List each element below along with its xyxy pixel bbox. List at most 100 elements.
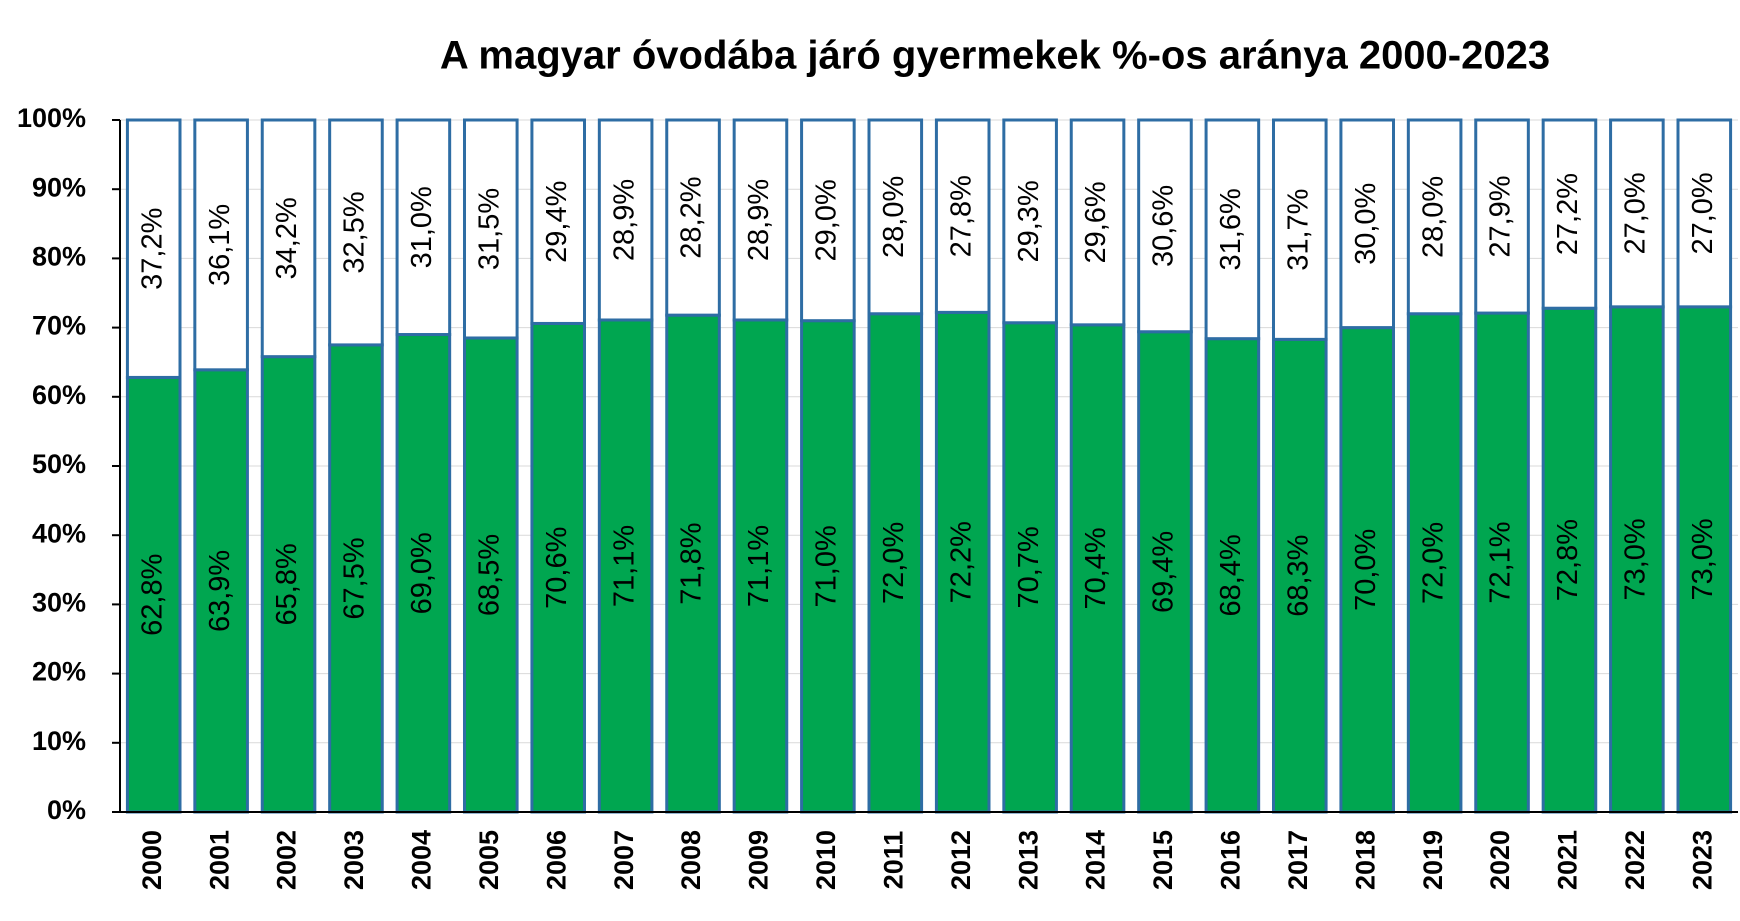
bar-segment [934, 118, 991, 314]
value-label: 73,0% [1687, 518, 1719, 600]
value-label: 27,8% [945, 175, 977, 257]
bar-segment [800, 319, 856, 814]
value-label: 28,0% [1417, 176, 1449, 258]
bar-segment [1609, 118, 1665, 309]
bar-segment [1137, 118, 1193, 334]
x-tick-label: 2010 [811, 830, 841, 890]
y-tick-label: 60% [32, 380, 86, 410]
x-tick-label: 2017 [1283, 830, 1313, 890]
value-label: 28,0% [878, 176, 910, 258]
x-tick-label: 2020 [1485, 830, 1515, 890]
value-label: 31,5% [473, 188, 505, 270]
bar-segment [462, 336, 519, 814]
value-label: 31,7% [1282, 189, 1314, 271]
bar-segment [1474, 118, 1530, 315]
bar-segment [530, 118, 587, 325]
x-tick-label: 2007 [609, 830, 639, 890]
x-tick-label: 2016 [1216, 830, 1246, 890]
y-tick-label: 30% [32, 588, 86, 618]
value-label: 27,2% [1552, 173, 1584, 255]
value-label: 29,6% [1080, 181, 1112, 263]
y-tick-label: 10% [32, 726, 86, 756]
bar-segment [867, 118, 924, 316]
bar-segment [597, 118, 654, 322]
y-tick-label: 100% [17, 103, 86, 133]
x-tick-label: 2012 [946, 830, 976, 890]
value-label: 34,2% [271, 197, 303, 279]
bar-segment [597, 318, 654, 814]
value-label: 28,9% [608, 179, 640, 261]
x-tick-label: 2023 [1687, 830, 1717, 890]
value-label: 72,0% [878, 522, 910, 604]
value-label: 68,5% [473, 534, 505, 616]
bar-segment [934, 310, 991, 814]
x-tick-label: 2003 [339, 830, 369, 890]
bar-segment [1069, 118, 1126, 327]
value-label: 32,5% [339, 191, 371, 273]
y-tick-label: 0% [47, 795, 86, 825]
value-label: 27,0% [1687, 172, 1719, 254]
value-label: 63,9% [204, 550, 236, 632]
y-tick-label: 50% [32, 449, 86, 479]
bar-segment [125, 118, 182, 379]
bar-segment [328, 118, 384, 347]
bar-segment [1204, 118, 1261, 341]
bar-segment [800, 118, 856, 323]
bar-segment [665, 118, 721, 317]
value-label: 72,1% [1485, 521, 1517, 603]
bar-segment [732, 118, 789, 322]
value-label: 72,0% [1417, 522, 1449, 604]
bar-segment [395, 118, 452, 337]
value-label: 28,9% [743, 179, 775, 261]
value-label: 36,1% [204, 204, 236, 286]
value-label: 68,3% [1282, 535, 1314, 617]
y-tick-label: 80% [32, 242, 86, 272]
y-tick-label: 90% [32, 172, 86, 202]
x-tick-label: 2008 [676, 830, 706, 890]
value-label: 69,4% [1148, 531, 1180, 613]
bar-segment [1406, 118, 1463, 316]
value-label: 72,8% [1552, 519, 1584, 601]
value-label: 27,0% [1620, 172, 1652, 254]
bar-segment [260, 355, 317, 814]
value-label: 27,9% [1485, 175, 1517, 257]
value-label: 70,0% [1350, 529, 1382, 611]
value-label: 70,4% [1080, 527, 1112, 609]
x-tick-label: 2021 [1553, 830, 1583, 890]
value-label: 68,4% [1215, 534, 1247, 616]
x-tick-label: 2006 [541, 830, 571, 890]
value-label: 37,2% [136, 208, 168, 290]
value-label: 30,0% [1350, 183, 1382, 265]
x-tick-label: 2014 [1081, 830, 1111, 890]
value-label: 28,2% [676, 176, 708, 258]
bar-segment [1541, 306, 1598, 814]
bar-segment [1137, 330, 1193, 814]
bar-segment [732, 318, 789, 814]
bar-segment [1541, 118, 1598, 310]
x-tick-label: 2000 [137, 830, 167, 890]
value-label: 71,8% [676, 522, 708, 604]
x-tick-label: 2018 [1350, 830, 1380, 890]
y-tick-label: 20% [32, 657, 86, 687]
value-label: 73,0% [1620, 518, 1652, 600]
bar-segment [395, 333, 452, 814]
bar-segment [1676, 118, 1733, 309]
value-label: 69,0% [406, 532, 438, 614]
x-tick-label: 2001 [204, 830, 234, 890]
x-tick-label: 2015 [1148, 830, 1178, 890]
bar-segment [462, 118, 519, 340]
y-tick-label: 70% [32, 311, 86, 341]
value-label: 29,0% [811, 179, 843, 261]
value-label: 65,8% [271, 543, 303, 625]
value-label: 70,7% [1013, 526, 1045, 608]
x-tick-label: 2009 [744, 830, 774, 890]
x-tick-label: 2019 [1418, 830, 1448, 890]
value-label: 67,5% [339, 537, 371, 619]
x-tick-label: 2022 [1620, 830, 1650, 890]
value-label: 70,6% [541, 527, 573, 609]
value-label: 71,1% [743, 525, 775, 607]
value-label: 29,4% [541, 181, 573, 263]
bar-segment [193, 118, 249, 372]
bar-segment [1002, 118, 1058, 325]
